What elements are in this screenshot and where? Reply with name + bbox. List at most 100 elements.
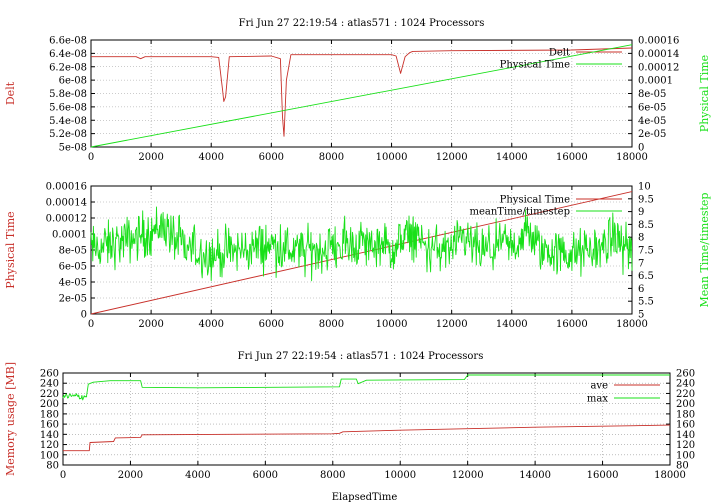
legend-label: Physical Time	[500, 195, 570, 206]
legend-label: ave	[590, 381, 608, 392]
y-tick-label: 120	[40, 440, 59, 451]
legend-label: Delt	[549, 48, 570, 59]
x-tick-label: 18000	[616, 319, 648, 330]
y2-tick-label: 220	[676, 389, 695, 400]
y-tick-label: 5.6e-08	[49, 102, 87, 113]
y-axis-label: Delt	[4, 81, 17, 105]
x-tick-label: 0	[60, 470, 66, 481]
y2-tick-label: 180	[676, 409, 695, 420]
y-tick-label: 5.4e-08	[49, 116, 87, 127]
y2-tick-label: 0.00012	[638, 62, 679, 73]
y-tick-label: 6.6e-08	[49, 36, 87, 47]
x-tick-label: 12000	[436, 319, 468, 330]
y-tick-label: 5e-08	[59, 143, 87, 154]
x-tick-label: 10000	[376, 152, 408, 163]
x-tick-label: 0	[88, 319, 94, 330]
y-tick-label: 80	[46, 461, 59, 472]
y2-tick-label: 0	[638, 143, 644, 154]
y-tick-label: 180	[40, 409, 59, 420]
x-tick-label: 4000	[198, 152, 223, 163]
series-line-physical-time	[90, 191, 633, 315]
y2-tick-label: 9	[638, 207, 644, 218]
y2-tick-label: 5	[638, 310, 644, 321]
y2-tick-label: 8e-05	[638, 89, 666, 100]
x-axis-label: ElapsedTime	[332, 492, 398, 503]
x-tick-label: 14000	[496, 152, 528, 163]
x-tick-label: 12000	[452, 470, 484, 481]
y-tick-label: 100	[40, 450, 59, 461]
y-tick-label: 5.2e-08	[49, 129, 87, 140]
y-tick-label: 200	[40, 399, 59, 410]
y-tick-label: 4e-05	[59, 278, 87, 289]
y-tick-label: 160	[40, 420, 59, 431]
x-tick-label: 18000	[654, 470, 686, 481]
x-tick-label: 16000	[587, 470, 619, 481]
legend-label: max	[587, 394, 608, 405]
chart-title: Fri Jun 27 22:19:54 : atlas571 : 1024 Pr…	[239, 18, 485, 29]
x-tick-label: 8000	[319, 152, 344, 163]
series-line-delt	[91, 47, 633, 137]
y2-tick-label: 6	[638, 284, 644, 295]
y2-tick-label: 8.5	[638, 220, 654, 231]
y-tick-label: 0.00016	[46, 182, 87, 193]
y-tick-label: 220	[40, 389, 59, 400]
y2-tick-label: 7.5	[638, 246, 654, 257]
y-tick-label: 6e-05	[59, 262, 87, 273]
chart-title: Fri Jun 27 22:19:54 : atlas571 : 1024 Pr…	[238, 351, 484, 362]
series-line-max	[62, 374, 670, 401]
y2-tick-label: 260	[676, 369, 695, 380]
y2-tick-label: 9.5	[638, 194, 654, 205]
x-tick-label: 8000	[320, 470, 345, 481]
y-tick-label: 260	[40, 369, 59, 380]
x-tick-label: 16000	[556, 152, 588, 163]
x-tick-label: 2000	[138, 152, 163, 163]
y-tick-label: 140	[40, 430, 59, 441]
y2-tick-label: 0.00014	[638, 49, 679, 60]
y-tick-label: 2e-05	[59, 294, 87, 305]
y2-tick-label: 240	[676, 379, 695, 390]
x-tick-label: 8000	[319, 319, 344, 330]
y2-tick-label: 5.5	[638, 297, 654, 308]
x-tick-label: 6000	[259, 319, 284, 330]
y-axis-label: Memory usage [MB]	[4, 362, 17, 476]
series-line-meantime-timestep	[90, 206, 633, 282]
x-tick-label: 4000	[185, 470, 210, 481]
y2-tick-label: 100	[676, 450, 695, 461]
y2-tick-label: 10	[638, 182, 651, 193]
y2-tick-label: 8	[638, 233, 644, 244]
x-tick-label: 2000	[118, 470, 143, 481]
y-axis-label: Physical Time	[4, 211, 17, 288]
x-tick-label: 2000	[138, 319, 163, 330]
plot-frame-p3	[62, 372, 671, 466]
y2-tick-label: 160	[676, 420, 695, 431]
x-tick-label: 4000	[198, 319, 223, 330]
y-tick-label: 0.00012	[46, 214, 87, 225]
x-tick-label: 6000	[259, 152, 284, 163]
x-tick-label: 12000	[436, 152, 468, 163]
legend-label: meanTime/timestep	[469, 207, 570, 218]
y2-tick-label: 0.00016	[638, 36, 679, 47]
y-tick-label: 8e-05	[59, 246, 87, 257]
y-tick-label: 240	[40, 379, 59, 390]
x-tick-label: 14000	[519, 470, 551, 481]
y2-tick-label: 2e-05	[638, 129, 666, 140]
y2-tick-label: 6e-05	[638, 102, 666, 113]
y2-tick-label: 140	[676, 430, 695, 441]
x-tick-label: 10000	[376, 319, 408, 330]
y2-tick-label: 80	[676, 461, 689, 472]
x-tick-label: 16000	[556, 319, 588, 330]
x-tick-label: 6000	[253, 470, 278, 481]
y-tick-label: 6.2e-08	[49, 62, 87, 73]
x-tick-label: 0	[88, 152, 94, 163]
y2-tick-label: 200	[676, 399, 695, 410]
y-tick-label: 0.00014	[46, 198, 87, 209]
series-line-physical-time	[90, 44, 633, 148]
y2-axis-label: Physical Time	[698, 55, 711, 132]
y-tick-label: 6e-08	[59, 76, 87, 87]
x-tick-label: 10000	[384, 470, 416, 481]
legend-label: Physical Time	[500, 60, 570, 71]
y2-tick-label: 6.5	[638, 271, 654, 282]
series-line-ave	[63, 424, 671, 452]
